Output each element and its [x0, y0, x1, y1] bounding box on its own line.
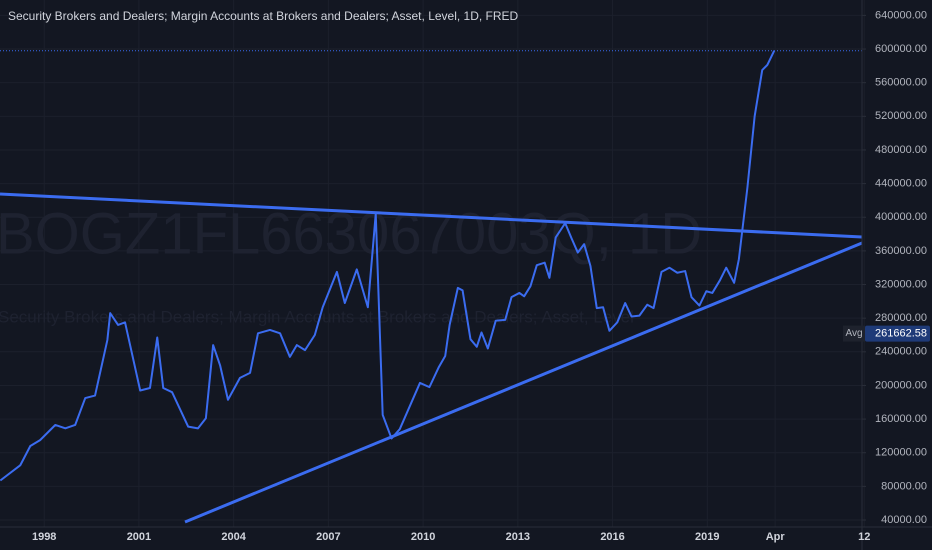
y-tick-label: 240000.00: [875, 346, 927, 358]
marks: [0, 50, 862, 482]
y-tick-label: 360000.00: [875, 245, 927, 257]
y-tick-label: 440000.00: [875, 178, 927, 190]
x-tick-label: Apr: [766, 531, 786, 543]
x-tick-label: 2013: [506, 531, 530, 543]
y-tick-label: 560000.00: [875, 77, 927, 89]
x-tick-label: 2007: [316, 531, 340, 543]
y-tick-label: 320000.00: [875, 278, 927, 290]
x-tick-label: 2001: [127, 531, 151, 543]
x-tick-label: 12: [858, 531, 870, 543]
avg-tag: [843, 325, 865, 342]
x-tick-label: 2019: [695, 531, 719, 543]
x-tick-label: 2010: [411, 531, 435, 543]
y-tick-label: 640000.00: [875, 9, 927, 21]
chart-title: Security Brokers and Dealers; Margin Acc…: [8, 9, 519, 23]
y-tick-label: 520000.00: [875, 110, 927, 122]
x-tick-label: 2016: [600, 531, 624, 543]
watermark-subtitle: Security Brokers and Dealers; Margin Acc…: [0, 307, 634, 326]
avg-value-label: 261662.58: [875, 327, 927, 339]
y-tick-label: 280000.00: [875, 312, 927, 324]
y-tick-label: 480000.00: [875, 144, 927, 156]
grid: [0, 0, 864, 527]
y-tick-label: 200000.00: [875, 379, 927, 391]
x-tick-label: 2004: [221, 531, 246, 543]
trend-line: [0, 192, 863, 239]
y-tick-label: 400000.00: [875, 211, 927, 223]
avg-value-tag: [865, 325, 930, 342]
trend-line: [184, 241, 863, 524]
y-tick-label: 600000.00: [875, 43, 927, 55]
avg-label: Avg: [845, 328, 862, 339]
x-tick-label: 1998: [32, 531, 56, 543]
y-tick-label: 80000.00: [881, 480, 927, 492]
axes: 40000.00 80000.00 120000.00 160000.00 200000…: [32, 9, 930, 543]
data-line: [0, 50, 776, 482]
y-tick-label: 40000.00: [881, 514, 927, 526]
y-tick-label: 120000.00: [875, 447, 927, 459]
y-tick-label: 160000.00: [875, 413, 927, 425]
